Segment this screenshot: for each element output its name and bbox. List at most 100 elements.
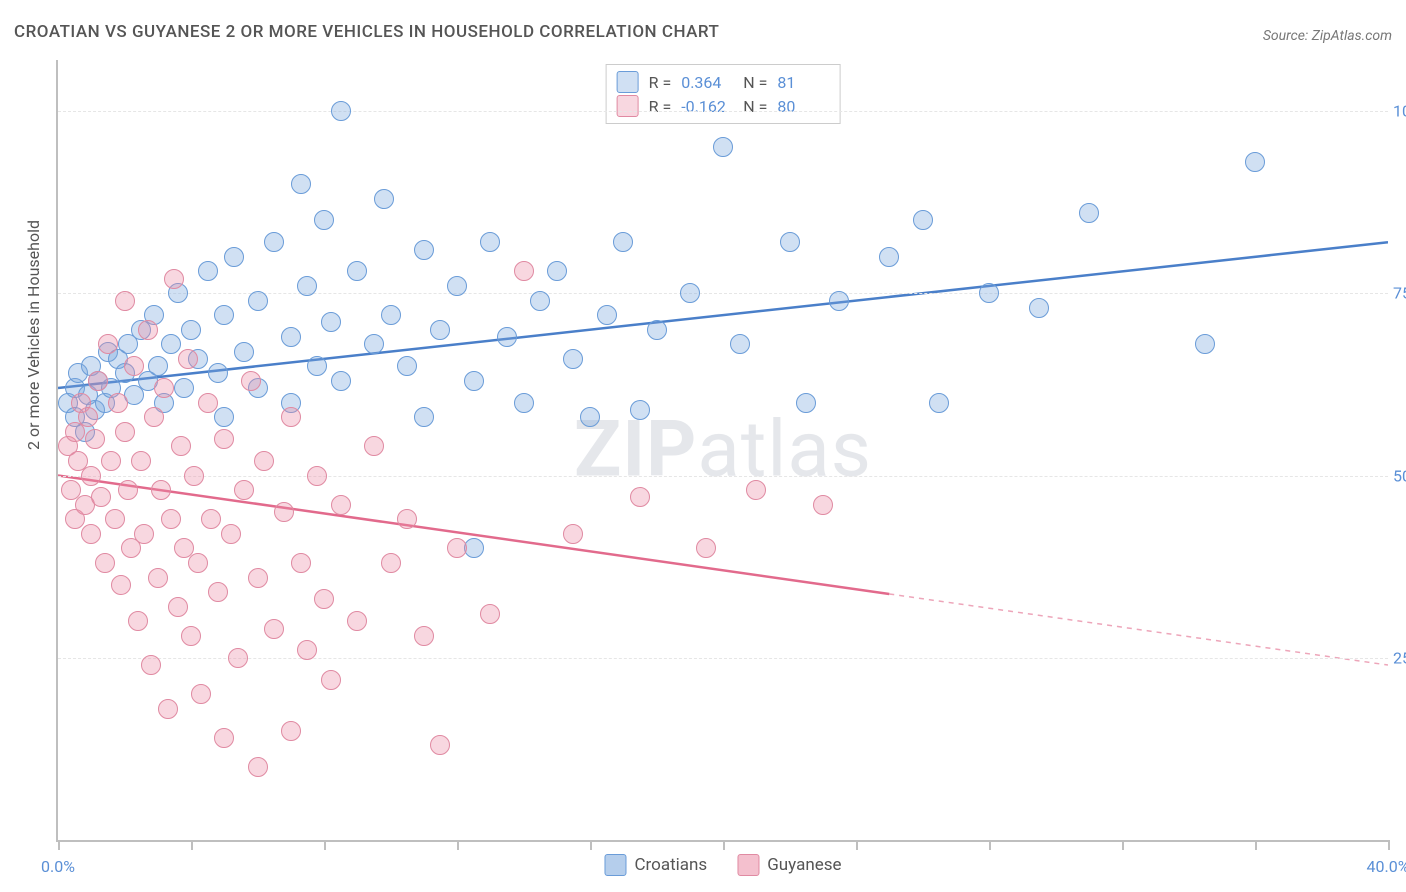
scatter-point [813,495,833,515]
scatter-point [208,582,228,602]
stat-n-value: 80 [777,97,829,116]
y-tick-label: 100.0% [1393,102,1406,121]
stat-r-value: -0.162 [681,97,733,116]
x-tick [58,840,60,850]
stat-n-label: N = [743,73,767,92]
scatter-point [188,553,208,573]
x-tick [989,840,991,850]
scatter-point [81,466,101,486]
scatter-point [221,524,241,544]
gridline [58,111,1388,112]
scatter-point [547,261,567,281]
scatter-point [696,538,716,558]
scatter-point [713,137,733,157]
scatter-point [746,480,766,500]
y-tick-label: 75.0% [1393,284,1406,303]
scatter-point [447,276,467,296]
scatter-point [198,393,218,413]
chart-source: Source: ZipAtlas.com [1263,28,1392,44]
scatter-point [321,670,341,690]
y-axis-label: 2 or more Vehicles in Household [24,220,43,450]
scatter-point [88,371,108,391]
scatter-point [214,305,234,325]
scatter-point [314,210,334,230]
scatter-point [138,320,158,340]
scatter-point [879,247,899,267]
scatter-point [274,502,294,522]
scatter-point [829,291,849,311]
x-tick [590,840,592,850]
legend-swatch [617,95,639,117]
scatter-point [224,247,244,267]
scatter-point [174,378,194,398]
gridline [58,476,1388,477]
scatter-point [91,487,111,507]
scatter-point [480,232,500,252]
scatter-point [115,422,135,442]
y-tick-label: 25.0% [1393,648,1406,667]
scatter-point [514,393,534,413]
scatter-point [580,407,600,427]
legend-swatch [737,854,759,876]
scatter-point [347,261,367,281]
scatter-point [364,334,384,354]
scatter-point [630,400,650,420]
legend-swatch [617,71,639,93]
scatter-point [1029,298,1049,318]
scatter-point [796,393,816,413]
scatter-point [464,371,484,391]
scatter-point [397,356,417,376]
stat-n-value: 81 [777,73,829,92]
scatter-point [171,436,191,456]
scatter-point [148,356,168,376]
legend-stats-row: R =0.364N =81 [617,71,830,93]
scatter-point [331,495,351,515]
scatter-point [480,604,500,624]
scatter-point [115,291,135,311]
scatter-point [597,305,617,325]
legend-label: Croatians [634,855,707,875]
legend-label: Guyanese [767,855,841,875]
scatter-point [181,626,201,646]
scatter-point [248,568,268,588]
stat-r-label: R = [649,97,672,116]
scatter-point [430,320,450,340]
scatter-point [730,334,750,354]
x-tick-label: 40.0% [1367,857,1406,876]
plot-area: ZIPatlas R =0.364N =81R =-0.162N =80 Cro… [56,60,1388,842]
scatter-point [530,291,550,311]
stat-n-label: N = [743,97,767,116]
scatter-point [1195,334,1215,354]
watermark: ZIPatlas [574,405,872,496]
scatter-point [264,619,284,639]
scatter-point [124,356,144,376]
scatter-point [161,509,181,529]
scatter-point [148,568,168,588]
scatter-point [397,509,417,529]
scatter-point [364,436,384,456]
scatter-point [191,684,211,704]
scatter-point [248,291,268,311]
stat-r-value: 0.364 [681,73,733,92]
scatter-point [297,640,317,660]
y-tick-label: 50.0% [1393,466,1406,485]
scatter-point [181,320,201,340]
scatter-point [95,553,115,573]
scatter-point [331,371,351,391]
legend-item: Guyanese [737,854,841,876]
scatter-point [613,232,633,252]
scatter-point [281,721,301,741]
scatter-point [563,349,583,369]
scatter-point [228,648,248,668]
scatter-point [134,524,154,544]
x-tick [1388,840,1390,850]
scatter-point [151,480,171,500]
scatter-point [1245,152,1265,172]
legend-item: Croatians [604,854,707,876]
legend-stats-row: R = -0.162 N = 80 [617,95,830,117]
chart-title: CROATIAN VS GUYANESE 2 OR MORE VEHICLES … [14,22,719,42]
scatter-point [154,378,174,398]
scatter-point [430,735,450,755]
scatter-point [291,174,311,194]
legend-swatch [604,854,626,876]
